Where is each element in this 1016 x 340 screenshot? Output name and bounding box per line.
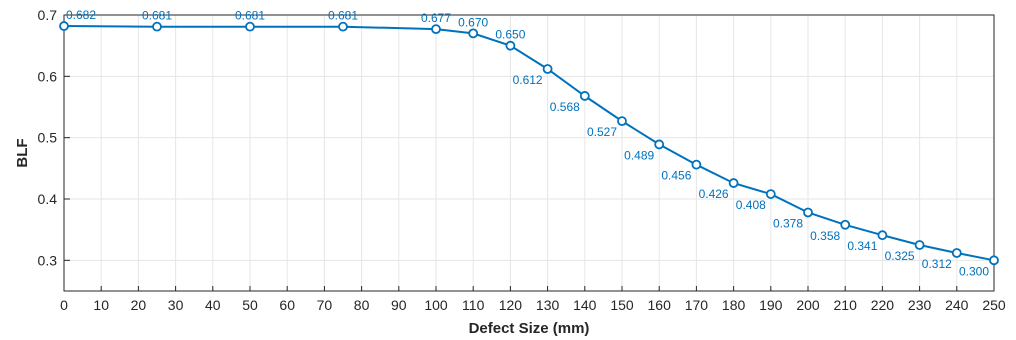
x-tick-label: 30 — [168, 297, 184, 313]
x-axis-ticks: 0 10 20 30 40 50 60 70 80 90 100 110 120 130 140 150 160… — [60, 286, 1006, 313]
data-label: 0.650 — [495, 28, 525, 42]
x-tick-label: 20 — [131, 297, 147, 313]
data-label: 0.341 — [847, 239, 877, 253]
data-label: 0.312 — [922, 257, 952, 271]
x-tick-label: 0 — [60, 297, 68, 313]
data-label: 0.681 — [142, 9, 172, 23]
x-axis-label: Defect Size (mm) — [469, 320, 590, 337]
data-point-marker — [431, 24, 441, 35]
data-point-marker — [691, 159, 702, 170]
x-tick-label: 240 — [945, 297, 969, 313]
y-tick-label: 0.6 — [38, 68, 58, 84]
data-point-marker — [765, 189, 776, 199]
data-point-marker — [840, 219, 851, 230]
y-tick-label: 0.5 — [38, 130, 58, 146]
x-tick-label: 200 — [796, 297, 820, 313]
x-tick-label: 10 — [93, 297, 109, 313]
data-label: 0.612 — [513, 73, 543, 87]
data-label: 0.456 — [661, 169, 691, 183]
y-axis-label: BLF — [14, 138, 31, 167]
data-point-marker — [617, 116, 627, 127]
x-tick-label: 70 — [317, 297, 333, 313]
data-point-marker — [579, 91, 590, 101]
data-label: 0.408 — [736, 198, 766, 212]
data-label: 0.527 — [587, 125, 617, 139]
y-tick-label: 0.4 — [38, 191, 58, 207]
x-tick-label: 170 — [685, 297, 709, 313]
data-point-marker — [59, 21, 69, 31]
data-label: 0.300 — [959, 264, 989, 278]
x-tick-label: 60 — [279, 297, 295, 313]
data-label: 0.378 — [773, 216, 803, 230]
data-point-marker — [542, 64, 553, 74]
x-tick-label: 130 — [536, 297, 560, 313]
data-label: 0.681 — [328, 9, 358, 23]
data-point-marker — [803, 207, 813, 218]
data-label: 0.426 — [699, 187, 729, 201]
data-label: 0.681 — [235, 9, 265, 23]
y-tick-label: 0.7 — [38, 7, 58, 23]
data-label: 0.677 — [421, 11, 451, 25]
data-point-marker — [338, 21, 348, 32]
x-tick-label: 80 — [354, 297, 370, 313]
data-label: 0.682 — [66, 8, 96, 22]
x-tick-label: 110 — [462, 297, 485, 313]
series-line — [63, 25, 995, 262]
data-point-marker — [152, 21, 162, 32]
data-point-marker — [877, 230, 888, 241]
data-point-marker — [728, 178, 739, 188]
data-point-marker — [654, 139, 665, 150]
data-label-layer: 0.682 0.681 0.681 0.681 0.677 0.670 0.650 0.612… — [66, 8, 989, 278]
x-tick-label: 180 — [722, 297, 746, 313]
plot-frame — [63, 14, 995, 292]
x-tick-label: 140 — [573, 297, 597, 313]
y-tick-label: 0.3 — [38, 252, 58, 268]
data-label: 0.568 — [550, 100, 580, 114]
data-label: 0.358 — [810, 229, 840, 243]
x-tick-label: 50 — [242, 297, 258, 313]
series-layer — [59, 21, 999, 266]
x-tick-label: 160 — [648, 297, 672, 313]
x-tick-label: 220 — [871, 297, 895, 313]
data-point-marker — [951, 248, 962, 258]
x-tick-label: 40 — [205, 297, 221, 313]
data-point-marker — [989, 255, 999, 266]
y-axis-ticks: 0.3 0.4 0.5 0.6 0.7 — [38, 7, 70, 268]
x-tick-label: 250 — [982, 297, 1006, 313]
x-tick-label: 120 — [499, 297, 523, 313]
x-tick-label: 190 — [759, 297, 783, 313]
data-label: 0.489 — [624, 148, 654, 162]
data-point-marker — [914, 240, 925, 250]
data-point-marker — [245, 21, 255, 32]
data-label: 0.325 — [885, 249, 915, 263]
data-point-marker — [468, 28, 479, 39]
x-tick-label: 100 — [424, 297, 448, 313]
data-point-marker — [505, 40, 516, 51]
x-tick-label: 90 — [391, 297, 407, 313]
x-tick-label: 210 — [834, 297, 858, 313]
x-tick-label: 150 — [610, 297, 634, 313]
data-label: 0.670 — [458, 15, 488, 29]
x-tick-label: 230 — [908, 297, 932, 313]
